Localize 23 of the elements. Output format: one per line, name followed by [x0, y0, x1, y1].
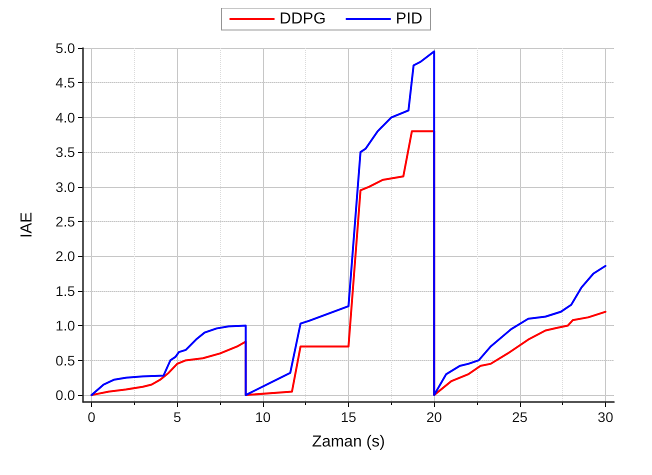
y-tick-label: 3.0	[56, 178, 76, 195]
x-tick-label: 5	[173, 409, 182, 425]
x-tick-label: 20	[426, 409, 442, 425]
y-tick-label: 3.5	[56, 144, 76, 160]
y-tick-label: 4.5	[56, 74, 76, 91]
x-axis-title: Zaman (s)	[312, 434, 385, 450]
legend-label: PID	[396, 10, 422, 28]
x-tick-label: 25	[512, 409, 528, 425]
y-tick-label: 0.0	[56, 387, 76, 404]
line-series	[90, 50, 606, 396]
y-tick-label: 1.0	[56, 318, 76, 334]
x-tick-label: 0	[88, 409, 96, 425]
y-axis-title: IAE	[18, 212, 36, 238]
x-tick-label: 15	[340, 409, 356, 425]
y-tick-label: 0.5	[56, 352, 76, 368]
x-tick-label: 10	[255, 409, 271, 425]
y-tick-label: 1.5	[56, 282, 76, 299]
x-tick-label: 30	[598, 409, 614, 425]
y-tick-label: 4.0	[56, 109, 76, 126]
y-tick-label: 2.0	[56, 248, 76, 264]
y-tick-label: 2.5	[56, 214, 76, 230]
y-tick-label: 5.0	[56, 40, 76, 56]
legend-label: DDPG	[280, 10, 326, 28]
